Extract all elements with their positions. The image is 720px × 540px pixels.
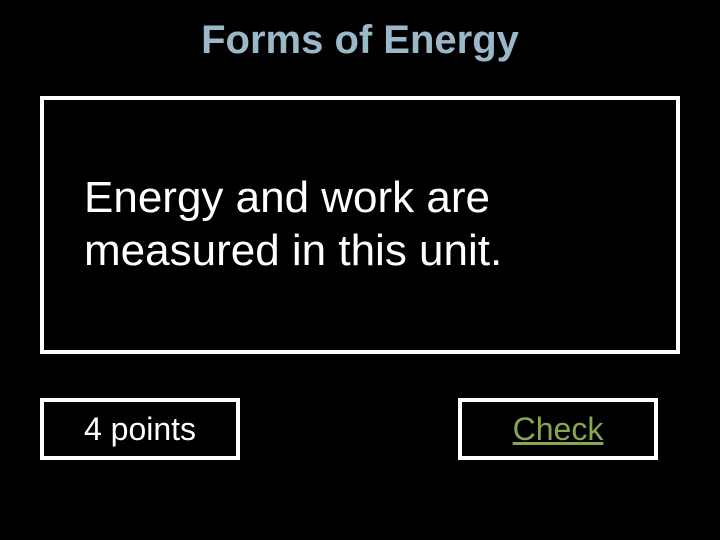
points-label: 4 points <box>84 411 196 448</box>
question-card: Energy and work are measured in this uni… <box>40 96 680 354</box>
check-button[interactable]: Check <box>458 398 658 460</box>
question-text: Energy and work are measured in this uni… <box>84 172 636 278</box>
page-title: Forms of Energy <box>0 0 720 63</box>
check-label: Check <box>513 411 604 448</box>
points-badge: 4 points <box>40 398 240 460</box>
